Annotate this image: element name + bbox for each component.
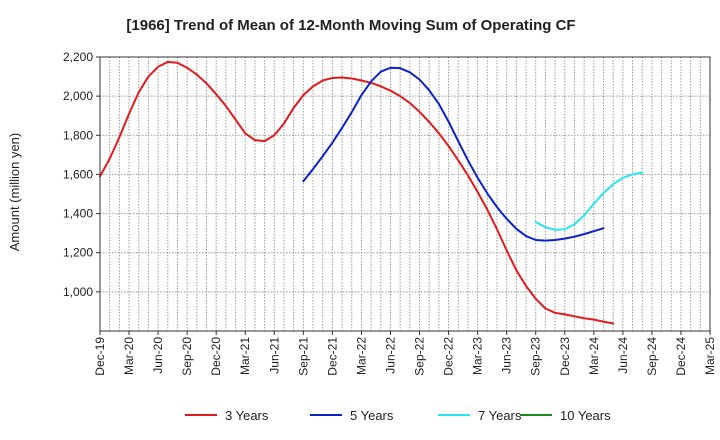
x-tick-label: Dec-22	[442, 337, 456, 376]
x-tick-label: Mar-22	[354, 337, 368, 375]
x-tick-label: Dec-20	[209, 337, 223, 376]
chart-title: [1966] Trend of Mean of 12-Month Moving …	[126, 17, 575, 34]
y-tick-label: 2,000	[63, 89, 93, 103]
y-tick-label: 1,000	[63, 285, 93, 299]
legend: 3 Years 5 Years 7 Years 10 Years	[185, 408, 611, 423]
y-tick-label: 1,200	[63, 246, 93, 260]
legend-label-4: 10 Years	[560, 408, 611, 423]
y-tick-label: 1,800	[63, 128, 93, 142]
x-tick-label: Mar-23	[471, 337, 485, 375]
series-line-2	[302, 66, 605, 242]
y-axis-label: Amount (million yen)	[7, 133, 22, 252]
x-tick-label: Jun-23	[500, 337, 514, 374]
x-tick-label: Sep-22	[413, 337, 427, 376]
x-tick-label: Dec-19	[93, 337, 107, 376]
axis-ticks: 1,000 1,200 1,400 1,600 1,800 2,000 2,200 Dec-1…	[63, 50, 717, 376]
y-tick-label: 2,200	[63, 50, 93, 64]
grid-lines	[100, 57, 710, 331]
x-tick-label: Mar-24	[587, 337, 601, 375]
x-tick-label: Jun-21	[267, 337, 281, 374]
series-lines	[99, 60, 644, 325]
x-tick-label: Dec-21	[325, 337, 339, 376]
x-tick-label: Mar-25	[703, 337, 717, 375]
x-tick-label: Jun-22	[384, 337, 398, 374]
legend-label-2: 5 Years	[350, 408, 394, 423]
x-tick-label: Mar-21	[238, 337, 252, 375]
x-tick-label: Dec-23	[558, 337, 572, 376]
x-tick-label: Mar-20	[122, 337, 136, 375]
series-line-1	[99, 60, 615, 325]
series-line-3	[534, 171, 644, 231]
x-tick-label: Jun-24	[616, 337, 630, 374]
x-tick-label: Sep-20	[180, 337, 194, 376]
x-tick-label: Sep-23	[529, 337, 543, 376]
y-tick-label: 1,400	[63, 207, 93, 221]
y-tick-label: 1,600	[63, 167, 93, 181]
x-tick-label: Jun-20	[151, 337, 165, 374]
legend-label-3: 7 Years	[478, 408, 522, 423]
plot-area-frame	[99, 56, 711, 332]
x-tick-label: Sep-24	[645, 337, 659, 376]
x-tick-label: Sep-21	[296, 337, 310, 376]
legend-label-1: 3 Years	[225, 408, 269, 423]
x-tick-label: Dec-24	[674, 337, 688, 376]
